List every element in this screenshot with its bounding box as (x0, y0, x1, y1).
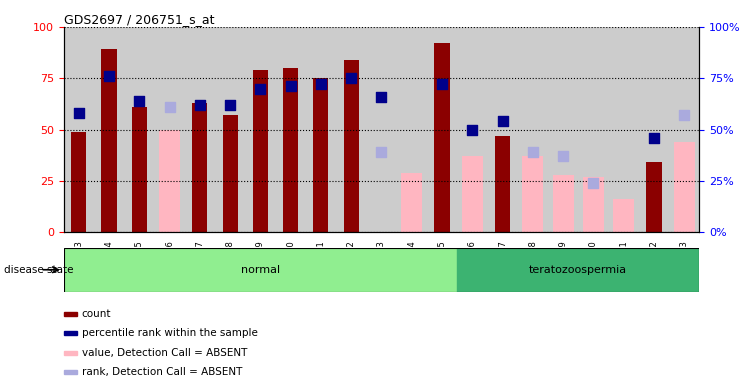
Text: teratozoospermia: teratozoospermia (530, 265, 628, 275)
Point (254, 85, 266, 91)
Bar (64, 27, 94, 232)
Bar (495, 136, 510, 232)
Bar (283, 68, 298, 232)
Point (194, 102, 206, 108)
Bar (646, 162, 661, 232)
Point (375, 149, 387, 155)
Bar (609, 27, 639, 232)
Text: disease state: disease state (4, 265, 73, 275)
Bar (488, 27, 518, 232)
Text: percentile rank within the sample: percentile rank within the sample (82, 328, 257, 338)
Bar (548, 27, 578, 232)
Point (164, 104, 176, 110)
Bar (518, 27, 548, 232)
Point (466, 126, 478, 132)
Bar (336, 27, 367, 232)
Bar (94, 27, 124, 232)
Bar (215, 27, 245, 232)
Bar (427, 27, 457, 232)
Bar (185, 27, 215, 232)
Bar (159, 129, 180, 232)
Bar (553, 175, 574, 232)
Bar (522, 156, 544, 232)
Bar (132, 107, 147, 232)
Point (315, 81, 327, 88)
Bar (306, 27, 336, 232)
Bar (674, 142, 695, 232)
Point (678, 112, 690, 118)
Bar (64, 351, 77, 355)
Point (285, 83, 297, 89)
Text: count: count (82, 309, 111, 319)
Bar (64, 331, 77, 335)
Bar (669, 27, 699, 232)
Bar (245, 27, 275, 232)
Bar (64, 370, 77, 374)
Bar (367, 27, 396, 232)
Point (587, 180, 599, 186)
Bar (435, 43, 450, 232)
Point (346, 75, 358, 81)
Bar (192, 103, 207, 232)
Point (527, 149, 539, 155)
Point (224, 102, 236, 108)
Point (133, 98, 145, 104)
Bar (578, 27, 609, 232)
Text: value, Detection Call = ABSENT: value, Detection Call = ABSENT (82, 348, 247, 358)
Bar (462, 156, 483, 232)
Point (103, 73, 115, 79)
Bar (154, 27, 185, 232)
Point (436, 81, 448, 88)
Point (73, 110, 85, 116)
Bar (64, 248, 457, 292)
Text: GDS2697 / 206751_s_at: GDS2697 / 206751_s_at (64, 13, 214, 26)
Bar (343, 60, 359, 232)
Bar (639, 27, 669, 232)
Bar (253, 70, 268, 232)
Bar (457, 27, 488, 232)
Bar (71, 132, 86, 232)
Bar (124, 27, 154, 232)
Point (557, 153, 569, 159)
Bar (64, 312, 77, 316)
Bar (275, 27, 306, 232)
Bar (396, 27, 427, 232)
Bar (583, 177, 604, 232)
Bar (102, 50, 117, 232)
Bar (222, 115, 238, 232)
Text: normal: normal (241, 265, 280, 275)
Bar (613, 199, 634, 232)
Text: rank, Detection Call = ABSENT: rank, Detection Call = ABSENT (82, 367, 242, 377)
Point (497, 118, 509, 124)
Point (375, 94, 387, 100)
Bar (401, 173, 423, 232)
Bar (313, 78, 328, 232)
Point (648, 135, 660, 141)
Bar (457, 248, 699, 292)
